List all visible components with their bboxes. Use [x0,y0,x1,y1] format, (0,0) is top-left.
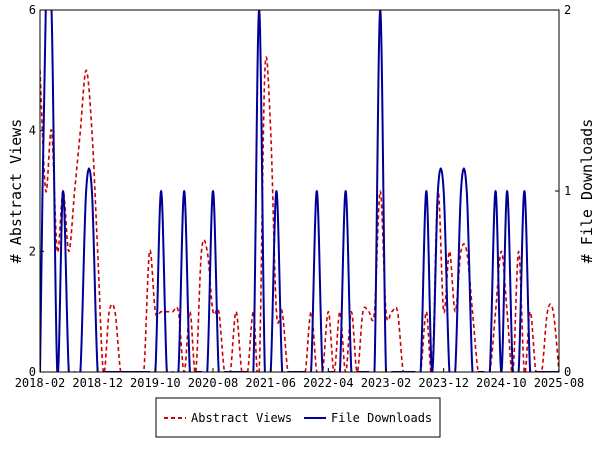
x-tick-label: 2024-10 [476,376,527,390]
legend: Abstract Views File Downloads [155,397,441,438]
right-tick-label: 0 [564,365,571,379]
left-tick-label: 6 [29,3,36,17]
left-axis-ticks: 0 2 4 6 [29,3,44,379]
legend-box [155,397,441,438]
left-tick-label: 4 [29,124,36,138]
x-tick-label: 2018-02 [15,376,66,390]
right-axis-label: # File Downloads [578,119,596,264]
left-tick-label: 2 [29,244,36,258]
right-axis-ticks: 0 1 2 [555,3,571,379]
x-tick-label: 2020-08 [188,376,239,390]
series-layer [40,10,559,372]
series-line-file-downloads [40,10,559,372]
x-tick-label: 2023-02 [361,376,412,390]
right-tick-label: 2 [564,3,571,17]
x-tick-label: 2021-06 [245,376,296,390]
x-tick-label: 2018-12 [72,376,123,390]
left-tick-label: 0 [29,365,36,379]
x-tick-label: 2022-04 [303,376,354,390]
legend-label-abstract-views: Abstract Views [191,411,292,425]
x-tick-label: 2023-12 [418,376,469,390]
x-tick-label: 2019-10 [130,376,181,390]
x-axis-ticks: 2018-02 2018-12 2019-10 2020-08 2021-06 2022-… [15,368,585,390]
plot-area [40,10,559,372]
x-tick-label: 2025-08 [534,376,585,390]
left-axis-label: # Abstract Views [7,119,25,264]
right-tick-label: 1 [564,184,571,198]
legend-label-file-downloads: File Downloads [331,411,432,425]
